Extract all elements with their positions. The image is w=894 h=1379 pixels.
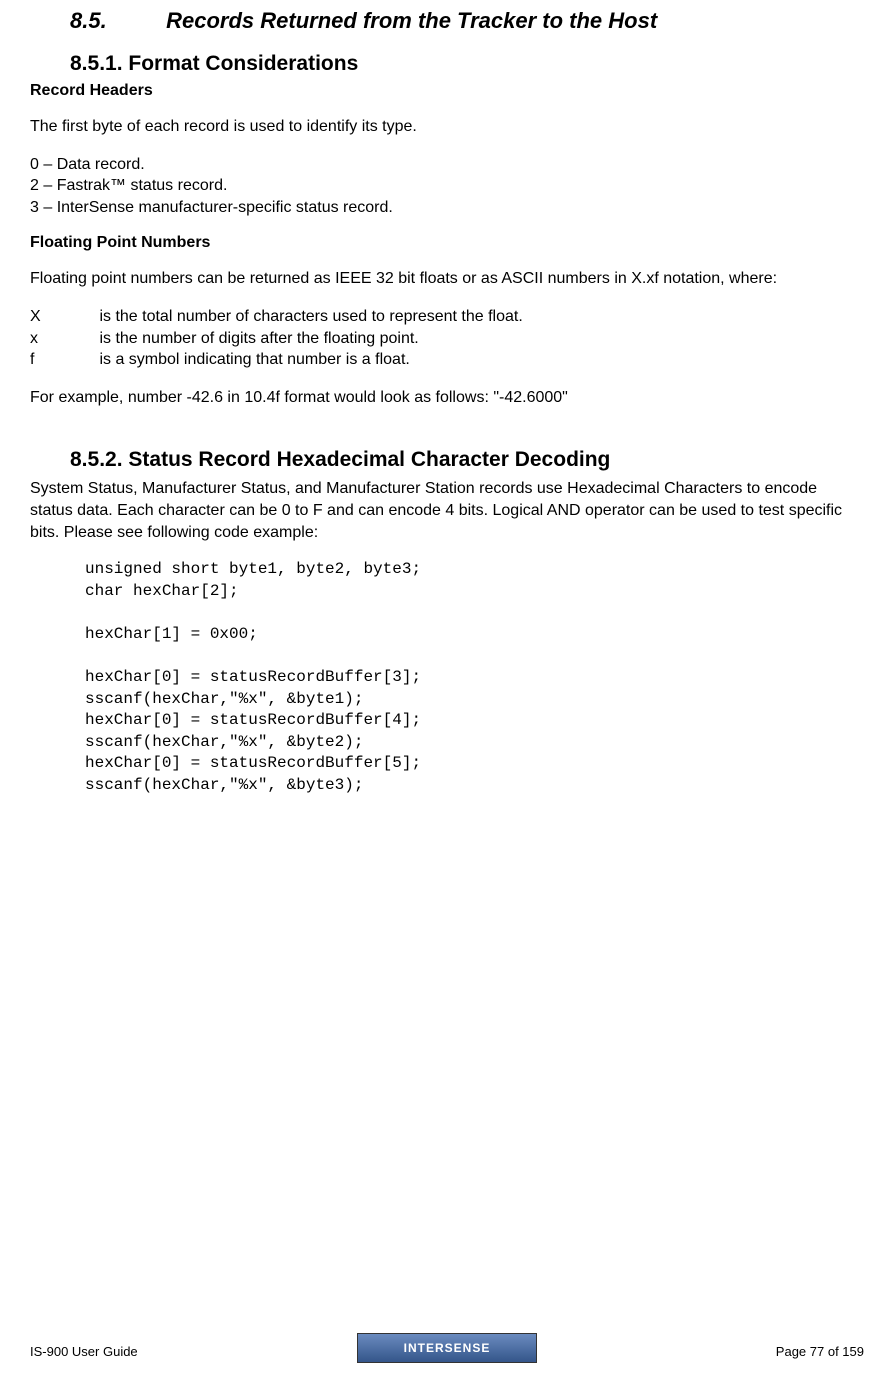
notation-def-f: f is a symbol indicating that number is … <box>30 349 864 371</box>
section-number: 8.5. <box>70 8 160 34</box>
intersense-logo: INTERSENSE <box>357 1333 537 1363</box>
hex-decoding-intro: System Status, Manufacturer Status, and … <box>30 478 864 543</box>
format-example: For example, number -42.6 in 10.4f forma… <box>30 387 864 409</box>
floating-point-intro: Floating point numbers can be returned a… <box>30 268 864 290</box>
notation-def-x-lower: x is the number of digits after the floa… <box>30 328 864 350</box>
record-type-2: 2 – Fastrak™ status record. <box>30 175 864 197</box>
notation-symbol: X <box>30 306 95 328</box>
notation-desc: is the number of digits after the floati… <box>99 330 418 347</box>
notation-desc: is a symbol indicating that number is a … <box>99 351 409 368</box>
record-type-3: 3 – InterSense manufacturer-specific sta… <box>30 197 864 219</box>
page-footer: IS-900 User Guide Page 77 of 159 INTERSE… <box>30 1344 864 1359</box>
notation-symbol: x <box>30 328 95 350</box>
record-headers-heading: Record Headers <box>30 82 864 100</box>
subsection-851-title: Format Considerations <box>128 52 358 75</box>
notation-desc: is the total number of characters used t… <box>99 308 522 325</box>
footer-page-number: Page 77 of 159 <box>776 1344 864 1359</box>
code-example: unsigned short byte1, byte2, byte3; char… <box>85 559 864 797</box>
subsection-852-title: Status Record Hexadecimal Character Deco… <box>128 448 610 471</box>
section-title-text: Records Returned from the Tracker to the… <box>166 8 657 33</box>
subsection-852-heading: 8.5.2. Status Record Hexadecimal Charact… <box>70 448 864 472</box>
notation-symbol: f <box>30 349 95 371</box>
footer-doc-title: IS-900 User Guide <box>30 1344 138 1359</box>
floating-point-heading: Floating Point Numbers <box>30 234 864 252</box>
record-headers-intro: The first byte of each record is used to… <box>30 116 864 138</box>
section-heading: 8.5. Records Returned from the Tracker t… <box>70 8 864 34</box>
subsection-852-number: 8.5.2. <box>70 448 123 471</box>
subsection-851-number: 8.5.1. <box>70 52 123 75</box>
subsection-851-heading: 8.5.1. Format Considerations <box>70 52 864 76</box>
notation-def-x-upper: X is the total number of characters used… <box>30 306 864 328</box>
record-type-0: 0 – Data record. <box>30 154 864 176</box>
